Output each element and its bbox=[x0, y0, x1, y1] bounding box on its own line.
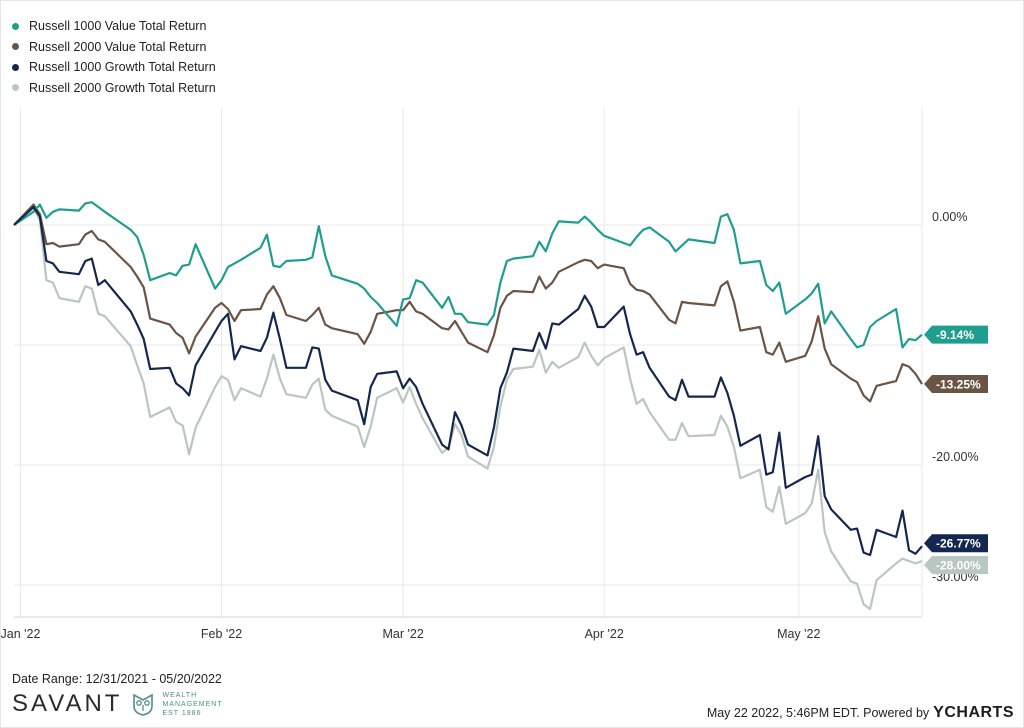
legend-marker-icon bbox=[12, 84, 19, 92]
end-value-label: -26.77% bbox=[936, 537, 981, 551]
savant-logo: SAVANT WEALTH MANAGEMENT EST 1986 bbox=[12, 690, 223, 718]
logo-line-est: EST 1986 bbox=[162, 709, 202, 717]
powered-by: May 22 2022, 5:46PM EDT. Powered by YCHA… bbox=[707, 704, 1014, 722]
end-value-flag bbox=[924, 325, 988, 344]
y-tick-label: -20.00% bbox=[932, 450, 979, 464]
end-value-label: -9.14% bbox=[936, 328, 974, 342]
x-tick-label: Apr '22 bbox=[585, 627, 624, 641]
legend: Russell 1000 Value Total Return Russell 2… bbox=[12, 16, 216, 98]
legend-label: Russell 2000 Growth Total Return bbox=[29, 80, 216, 95]
logo-tagline: WEALTH MANAGEMENT EST 1986 bbox=[162, 691, 222, 718]
legend-marker-icon bbox=[12, 43, 19, 51]
end-value-flag bbox=[924, 556, 988, 574]
legend-label: Russell 1000 Value Total Return bbox=[29, 19, 207, 34]
x-tick-label: Mar '22 bbox=[382, 627, 423, 641]
legend-label: Russell 1000 Growth Total Return bbox=[29, 60, 216, 75]
series-line bbox=[13, 203, 923, 403]
ycharts-logo[interactable]: YCHARTS bbox=[933, 704, 1014, 721]
date-range-text: Date Range: 12/31/2021 - 05/20/2022 bbox=[12, 672, 222, 686]
legend-item[interactable]: Russell 2000 Value Total Return bbox=[12, 37, 216, 58]
legend-marker-icon bbox=[12, 22, 19, 30]
owl-icon bbox=[133, 693, 154, 716]
logo-line-wealth: WEALTH bbox=[162, 691, 198, 699]
logo-line-management: MANAGEMENT bbox=[162, 700, 223, 708]
x-tick-label: Jan '22 bbox=[1, 627, 41, 641]
y-tick-label: 0.00% bbox=[932, 210, 967, 224]
legend-marker-icon bbox=[12, 63, 19, 71]
end-value-flag bbox=[924, 375, 988, 393]
end-value-label: -28.00% bbox=[936, 559, 981, 573]
series-line bbox=[13, 207, 923, 611]
generated-timestamp: May 22 2022, 5:46PM EDT. Powered by bbox=[706, 706, 930, 720]
series-line bbox=[13, 201, 923, 349]
series-line bbox=[13, 205, 923, 557]
legend-item[interactable]: Russell 2000 Growth Total Return bbox=[12, 78, 216, 99]
legend-item[interactable]: Russell 1000 Value Total Return bbox=[12, 16, 216, 37]
legend-item[interactable]: Russell 1000 Growth Total Return bbox=[12, 57, 216, 78]
x-tick-label: Feb '22 bbox=[201, 627, 242, 641]
legend-label: Russell 2000 Value Total Return bbox=[29, 39, 207, 54]
logo-wordmark: SAVANT bbox=[12, 690, 123, 717]
x-tick-label: May '22 bbox=[777, 627, 820, 641]
end-value-flag bbox=[924, 534, 988, 553]
end-value-label: -13.25% bbox=[936, 378, 981, 392]
